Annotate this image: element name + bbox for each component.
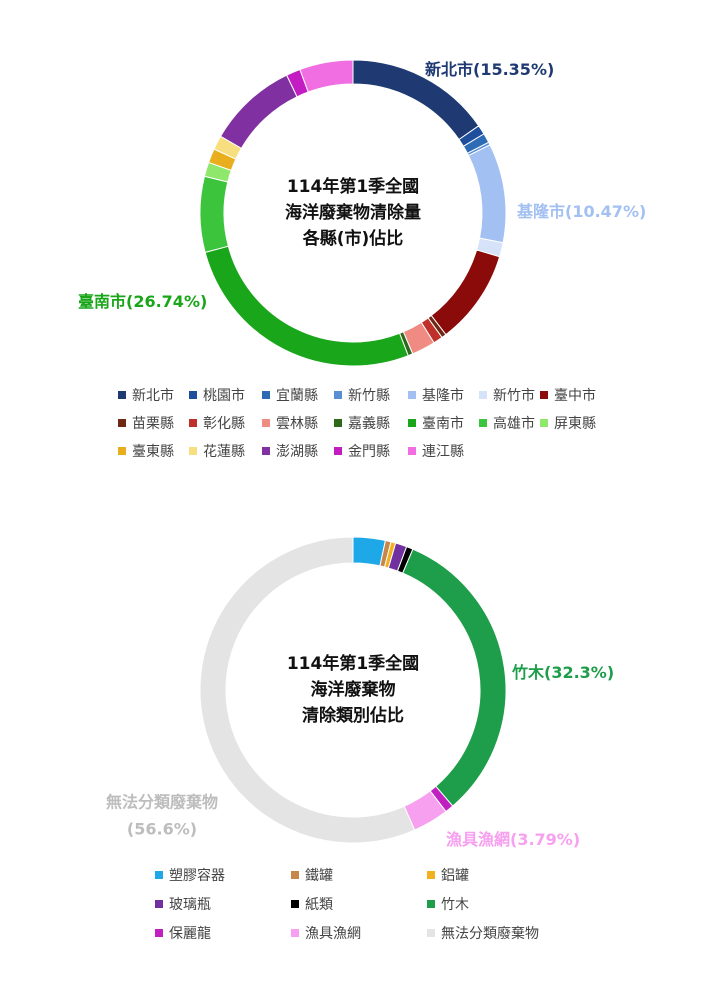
legend-label: 苗栗縣 bbox=[132, 416, 174, 432]
legend-label: 澎湖縣 bbox=[276, 444, 318, 460]
data-label-value: (32.3%) bbox=[544, 663, 614, 682]
legend-swatch bbox=[118, 447, 126, 455]
data-label-value: (26.74%) bbox=[126, 292, 207, 311]
chart-title: 海洋廢棄物 bbox=[311, 679, 396, 700]
legend-label: 無法分類廢棄物 bbox=[441, 925, 539, 942]
legend-swatch bbox=[155, 900, 163, 908]
donut-segment bbox=[299, 59, 354, 93]
legend-label: 臺南市 bbox=[422, 415, 464, 432]
legend-swatch bbox=[427, 929, 435, 937]
legend-label: 鐵罐 bbox=[305, 867, 333, 884]
legend-swatch bbox=[155, 929, 163, 937]
legend-swatch bbox=[427, 900, 435, 908]
legend-swatch bbox=[479, 391, 487, 399]
legend-swatch bbox=[408, 391, 416, 399]
donut-segment bbox=[204, 245, 409, 367]
data-label-category: 新北市 bbox=[425, 60, 473, 79]
data-label-value: (15.35%) bbox=[473, 60, 554, 79]
donut-segment bbox=[199, 175, 229, 253]
legend-label: 桃園市 bbox=[203, 387, 245, 404]
legend-label: 宜蘭縣 bbox=[276, 388, 318, 404]
legend-label: 金門縣 bbox=[348, 444, 390, 460]
legend-label: 塑膠容器 bbox=[169, 867, 225, 884]
legend-label: 新竹市 bbox=[493, 387, 535, 404]
legend-swatch bbox=[155, 871, 163, 879]
legend-swatch bbox=[291, 929, 299, 937]
legend-swatch bbox=[408, 419, 416, 427]
legend-swatch bbox=[262, 447, 270, 455]
legend-label: 鋁罐 bbox=[441, 868, 469, 884]
donut-segment bbox=[402, 548, 507, 807]
chart-title: 清除類別佔比 bbox=[302, 705, 404, 726]
legend-swatch bbox=[262, 391, 270, 399]
legend-swatch bbox=[408, 447, 416, 455]
data-label-category: 竹木 bbox=[511, 663, 545, 682]
legend-swatch bbox=[118, 391, 126, 399]
legend-label: 彰化縣 bbox=[203, 415, 245, 432]
legend-swatch bbox=[334, 447, 342, 455]
data-label-value: (10.47%) bbox=[565, 202, 646, 221]
legend-label: 保麗龍 bbox=[169, 925, 211, 942]
legend-swatch bbox=[540, 419, 548, 427]
chart-title: 114年第1季全國 bbox=[287, 176, 419, 197]
data-label-category: 臺南市 bbox=[78, 292, 126, 311]
legend-swatch bbox=[189, 419, 197, 427]
data-label: 基隆市(10.47%) bbox=[516, 202, 646, 221]
legend-swatch bbox=[262, 419, 270, 427]
legend-swatch bbox=[540, 391, 548, 399]
legend-swatch bbox=[334, 391, 342, 399]
legend-label: 花蓮縣 bbox=[203, 444, 245, 460]
chart-title: 114年第1季全國 bbox=[287, 653, 419, 674]
legend-swatch bbox=[189, 391, 197, 399]
data-label: 臺南市(26.74%) bbox=[78, 292, 207, 311]
donut-segment bbox=[430, 249, 501, 336]
legend-label: 臺中市 bbox=[554, 387, 596, 404]
legend-swatch bbox=[189, 447, 197, 455]
legend-label: 竹木 bbox=[441, 897, 469, 913]
legend-label: 屏東縣 bbox=[554, 416, 596, 432]
legend-swatch bbox=[291, 871, 299, 879]
legend-label: 玻璃瓶 bbox=[169, 896, 211, 913]
data-label: (56.6%) bbox=[127, 820, 197, 839]
legend-label: 臺東縣 bbox=[132, 444, 174, 460]
data-label: 新北市(15.35%) bbox=[425, 60, 554, 79]
legend-label: 雲林縣 bbox=[276, 416, 318, 432]
data-label-category: 漁具漁網 bbox=[446, 830, 510, 849]
legend-swatch bbox=[427, 871, 435, 879]
donut-segment bbox=[467, 144, 507, 244]
legend-label: 連江縣 bbox=[422, 444, 464, 460]
legend-label: 嘉義縣 bbox=[348, 415, 390, 432]
chart-title: 海洋廢棄物清除量 bbox=[285, 202, 421, 223]
data-label: 漁具漁網(3.79%) bbox=[446, 830, 580, 849]
legend-label: 基隆市 bbox=[422, 387, 464, 404]
legend-swatch bbox=[118, 419, 126, 427]
data-label: 無法分類廢棄物 bbox=[106, 793, 218, 812]
legend-label: 新竹縣 bbox=[348, 388, 390, 404]
chart-title: 各縣(市)佔比 bbox=[302, 228, 404, 249]
data-label: 竹木(32.3%) bbox=[511, 663, 614, 682]
legend-label: 新北市 bbox=[132, 387, 174, 404]
legend-swatch bbox=[334, 419, 342, 427]
legend-swatch bbox=[479, 419, 487, 427]
data-label-category: 基隆市 bbox=[516, 202, 565, 221]
donut-segment bbox=[199, 536, 416, 844]
data-label-value: (3.79%) bbox=[510, 830, 580, 849]
legend-label: 漁具漁網 bbox=[305, 926, 361, 942]
legend-swatch bbox=[291, 900, 299, 908]
donut-segment bbox=[219, 74, 298, 149]
legend-label: 紙類 bbox=[305, 897, 333, 913]
legend-label: 高雄市 bbox=[493, 415, 535, 432]
